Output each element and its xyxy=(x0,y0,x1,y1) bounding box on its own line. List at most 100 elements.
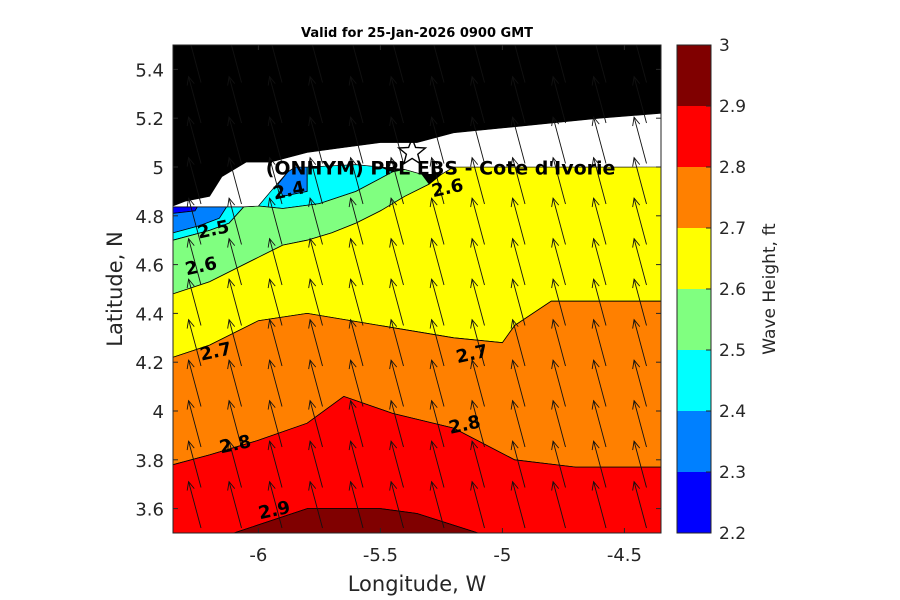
wave-arrow xyxy=(308,278,323,326)
wave-arrow xyxy=(267,440,283,488)
y-tick-label: 3.6 xyxy=(135,500,164,521)
wave-arrow xyxy=(227,399,242,448)
wave-arrow xyxy=(308,359,323,407)
wave-arrow xyxy=(227,75,242,124)
wave-arrow xyxy=(227,197,242,245)
wave-arrow xyxy=(227,318,242,367)
wave-arrow xyxy=(591,116,607,164)
wave-arrow xyxy=(267,359,283,407)
wave-arrow xyxy=(429,197,445,245)
wave-arrow xyxy=(632,318,647,367)
wave-arrow xyxy=(308,197,323,245)
wave-arrow xyxy=(429,75,445,124)
contour-bands xyxy=(173,125,661,533)
wave-arrow xyxy=(470,278,485,326)
wave-arrow xyxy=(186,318,202,367)
wave-arrow xyxy=(308,75,323,124)
wave-arrow xyxy=(632,75,647,124)
wave-arrow xyxy=(348,156,364,205)
wave-arrow xyxy=(632,359,647,407)
wave-arrow xyxy=(389,75,404,124)
wave-arrow xyxy=(348,440,364,488)
wave-arrow xyxy=(470,156,485,205)
wave-arrow xyxy=(551,116,566,164)
wave-arrow xyxy=(308,480,323,529)
wave-arrow xyxy=(510,480,526,529)
y-axis-ticks: 3.6 3.8 4 4.2 4.4 4.6 4.8 5 5.2 5.4 xyxy=(135,60,661,521)
wave-arrow xyxy=(632,278,647,326)
wave-arrow xyxy=(267,278,283,326)
colorbar-tick-label: 2.4 xyxy=(719,402,746,422)
wave-arrow xyxy=(510,318,526,367)
wave-arrow xyxy=(470,480,485,529)
plot-frame xyxy=(172,44,662,534)
wave-arrow xyxy=(389,278,404,326)
wave-arrow xyxy=(308,318,323,367)
wave-arrow xyxy=(186,237,202,286)
wave-arrow xyxy=(510,156,526,205)
wave-arrow xyxy=(429,318,445,367)
wave-arrow xyxy=(227,278,242,326)
wave-arrow xyxy=(429,278,445,326)
x-axis-label: Longitude, W xyxy=(348,572,487,596)
colorbar-ticks: 2.2 2.3 2.4 2.5 2.6 2.7 2.8 2.9 3 xyxy=(706,36,746,544)
colorbar-tick-label: 2.9 xyxy=(719,97,746,117)
wave-arrow xyxy=(308,45,323,83)
wave-arrow xyxy=(429,116,445,164)
wave-arrow xyxy=(430,45,445,83)
wave-arrow xyxy=(267,116,283,164)
wave-arrow xyxy=(551,75,566,124)
wave-arrow xyxy=(267,318,283,367)
wave-arrow xyxy=(551,197,566,245)
wave-arrow xyxy=(510,440,526,488)
wave-arrow xyxy=(591,156,607,205)
wave-arrow xyxy=(510,278,526,326)
wave-arrow xyxy=(551,45,566,83)
y-tick-label: 4.8 xyxy=(135,207,164,228)
wave-arrow xyxy=(470,75,485,124)
wave-arrow xyxy=(429,237,445,286)
wave-arrow xyxy=(429,480,445,529)
colorbar-segment xyxy=(677,106,711,167)
wave-arrow xyxy=(470,45,485,83)
wave-arrow xyxy=(267,156,283,205)
wave-arrow xyxy=(308,399,323,448)
wave-arrow xyxy=(429,440,445,488)
wave-arrow xyxy=(227,237,242,286)
wave-arrow xyxy=(632,197,647,245)
wave-arrow xyxy=(227,480,242,529)
wave-arrow xyxy=(470,318,485,367)
wave-arrow xyxy=(591,237,607,286)
wave-arrow xyxy=(348,278,364,326)
wave-arrow xyxy=(510,399,526,448)
wave-arrow xyxy=(268,45,283,83)
colorbar-segment xyxy=(677,289,711,350)
wave-arrow xyxy=(267,75,283,124)
wave-arrow xyxy=(186,156,202,205)
y-tick-label: 4 xyxy=(153,402,164,423)
wave-arrow xyxy=(470,440,485,488)
colorbar xyxy=(677,45,711,533)
colorbar-tick-label: 2.8 xyxy=(719,158,746,178)
wave-arrow xyxy=(591,359,607,407)
x-tick-label: -5.5 xyxy=(363,545,398,566)
wave-arrow xyxy=(389,480,404,529)
colorbar-tick-label: 3 xyxy=(719,36,730,56)
wave-arrow xyxy=(510,197,526,245)
colorbar-segment xyxy=(677,411,711,472)
wave-arrow xyxy=(308,440,323,488)
wave-arrow xyxy=(267,399,283,448)
x-tick-label: -6 xyxy=(249,545,267,566)
wave-arrow xyxy=(389,399,404,448)
wave-arrow xyxy=(389,440,404,488)
colorbar-tick-label: 2.5 xyxy=(719,341,746,361)
wave-arrow xyxy=(591,480,607,529)
wave-arrow xyxy=(389,45,404,83)
wave-arrow xyxy=(470,237,485,286)
station-label: (ONHYM) PPL EBS - Cote d'Ivorie xyxy=(266,157,616,179)
wave-arrow xyxy=(632,116,647,164)
wave-arrow xyxy=(186,197,202,245)
colorbar-tick-label: 2.6 xyxy=(719,280,746,300)
wave-arrow xyxy=(186,75,202,124)
wave-arrow xyxy=(429,399,445,448)
